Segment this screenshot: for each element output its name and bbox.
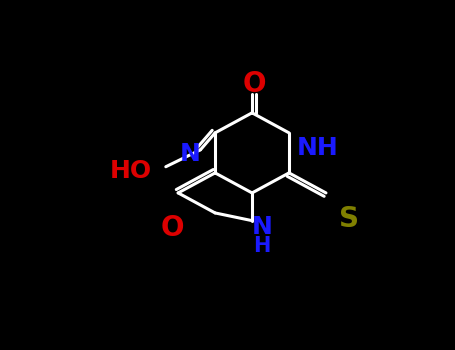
Text: N: N — [252, 215, 273, 239]
Text: O: O — [243, 70, 266, 98]
Text: S: S — [339, 205, 359, 233]
Text: NH: NH — [297, 136, 339, 160]
Text: O: O — [160, 214, 184, 242]
Text: H: H — [253, 236, 271, 256]
Text: HO: HO — [110, 159, 152, 183]
Text: N: N — [180, 142, 201, 166]
